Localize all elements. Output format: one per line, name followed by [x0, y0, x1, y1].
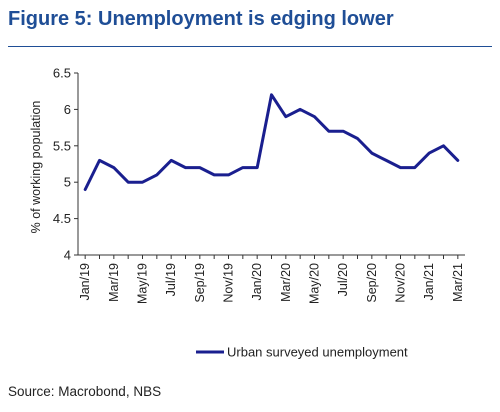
x-tick-label: Mar/19: [107, 263, 121, 302]
x-tick-label: Nov/19: [222, 263, 236, 303]
x-tick-label: May/19: [136, 263, 150, 304]
x-tick-label: Nov/20: [394, 263, 408, 303]
x-tick-label: Sep/20: [365, 263, 379, 303]
x-tick-label: Jul/19: [164, 263, 178, 296]
legend-label: Urban surveyed unemployment: [227, 345, 408, 360]
x-tick-label: May/20: [308, 263, 322, 304]
x-tick-label: Jan/21: [422, 263, 436, 301]
x-tick-label: Mar/21: [451, 263, 465, 302]
y-tick-label: 6: [64, 102, 71, 117]
x-tick-label: Mar/20: [279, 263, 293, 302]
y-tick-label: 4: [64, 248, 71, 263]
series-line: [83, 93, 460, 191]
x-tick-label: Jul/20: [336, 263, 350, 296]
y-tick-label: 5: [64, 175, 71, 190]
x-tick-label: Jan/19: [78, 263, 92, 301]
y-tick-label: 5.5: [53, 138, 71, 153]
legend: Urban surveyed unemployment: [196, 345, 408, 360]
title-divider: [8, 46, 492, 47]
source-note: Source: Macrobond, NBS: [8, 384, 162, 399]
y-tick-label: 6.5: [53, 66, 71, 81]
line-chart: 4 4.5 5 5.5 6 6.5 Jan/19 Mar/19 May/19 Jul/19 Sep…: [29, 66, 465, 360]
x-axis: Jan/19 Mar/19 May/19 Jul/19 Sep/19 Nov/19 Jan/…: [78, 254, 465, 304]
x-tick-label: Jan/20: [250, 263, 264, 301]
x-tick-label: Sep/19: [193, 263, 207, 303]
y-axis: 4 4.5 5 5.5 6 6.5: [53, 66, 79, 263]
y-axis-label: % of working population: [29, 101, 43, 234]
y-tick-label: 4.5: [53, 211, 71, 226]
figure-title: Figure 5: Unemployment is edging lower: [8, 8, 394, 30]
series-layer: [83, 93, 460, 191]
